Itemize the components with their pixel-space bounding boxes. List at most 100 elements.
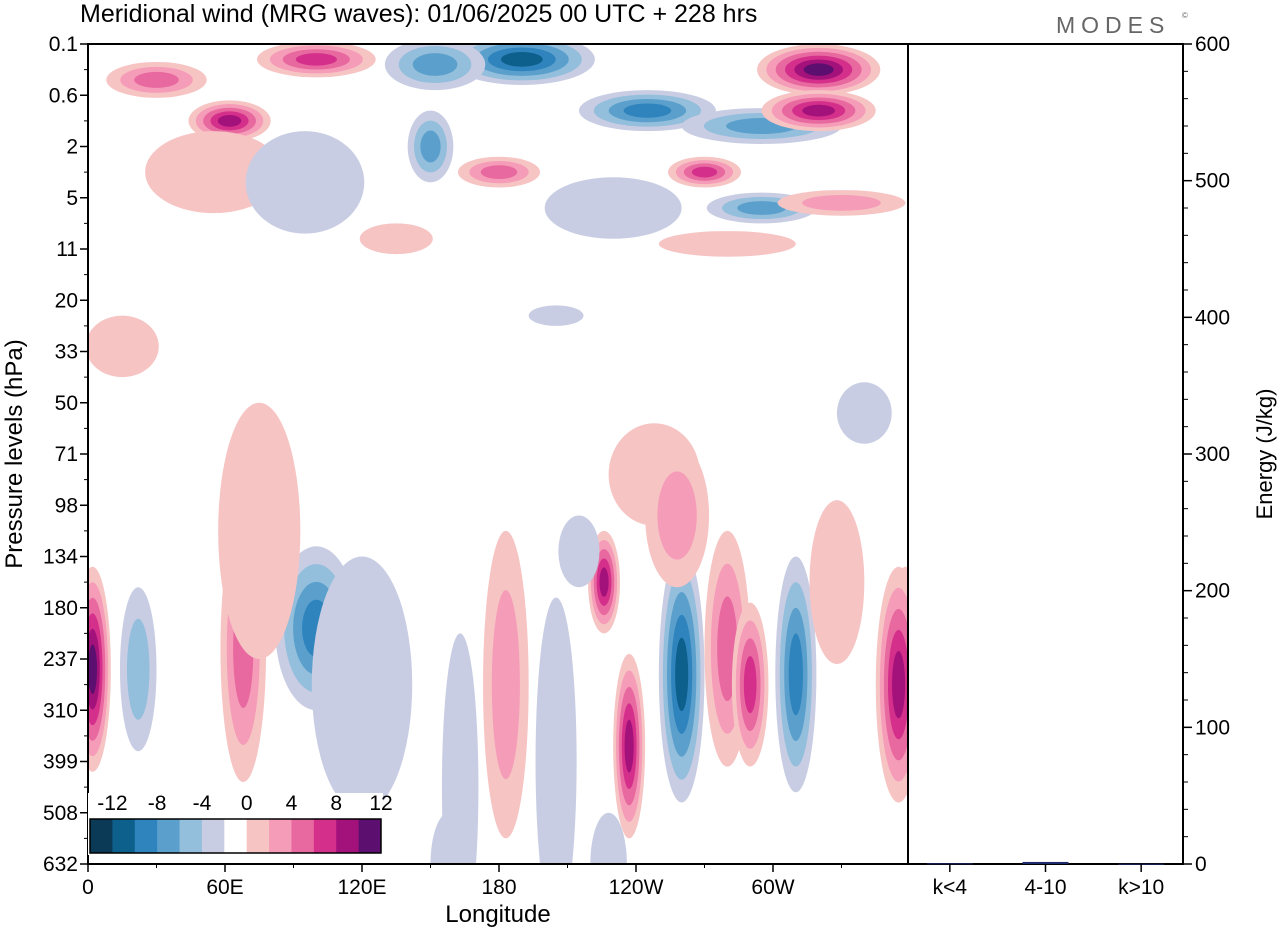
wavenumber-tick-label: 4-10 (1024, 876, 1066, 899)
negative-wind-contour (737, 201, 786, 215)
energy-bar (1022, 861, 1069, 864)
colorbar-label: -4 (193, 792, 212, 815)
colorbar-swatch (269, 819, 292, 853)
colorbar-label: -8 (148, 792, 167, 815)
positive-wind-contour (480, 165, 518, 179)
pressure-tick-label: 180 (43, 597, 78, 620)
positive-wind-contour (624, 719, 634, 773)
pressure-tick-label: 399 (43, 751, 78, 774)
colorbar-swatch (134, 819, 158, 853)
colorbar-swatch (313, 819, 337, 853)
colorbar-frame (89, 818, 382, 854)
colorbar-swatch (157, 819, 181, 853)
positive-wind-contour (892, 650, 906, 719)
positive-wind-contour (802, 194, 881, 211)
colorbar-label: 4 (286, 792, 298, 815)
pressure-tick-label: 310 (43, 699, 78, 722)
positive-wind-contour (599, 567, 609, 597)
negative-wind-contour (245, 131, 365, 234)
pressure-axis: 0.1 0.6 2 5 11 20 33 50 71 98 134 180 237 310 399 508 63… (43, 33, 88, 876)
positive-wind-contour (218, 402, 301, 659)
energy-tick-label: 500 (1195, 170, 1230, 193)
wavenumber-axis: k<4 4-10 k>10 (933, 864, 1164, 899)
positive-wind-contour (743, 656, 757, 714)
colorbar-label: -12 (97, 792, 127, 815)
wavenumber-tick-label: k<4 (933, 876, 968, 899)
energy-tick-label: 100 (1195, 716, 1230, 739)
pressure-tick-label: 71 (55, 443, 78, 466)
negative-wind-contour (528, 305, 584, 326)
chart-title: Meridional wind (MRG waves): 01/06/2025 … (80, 0, 757, 28)
energy-tick-label: 0 (1195, 853, 1207, 876)
longitude-tick-label: 180 (481, 876, 516, 899)
pressure-tick-label: 134 (43, 546, 78, 569)
colorbar-label: 8 (330, 792, 342, 815)
pressure-tick-label: 632 (43, 853, 78, 876)
pressure-tick-label: 2 (66, 136, 78, 159)
positive-wind-contour (491, 590, 520, 780)
positive-wind-contour (134, 71, 179, 88)
positive-wind-contour (295, 53, 337, 66)
energy-bar (926, 863, 973, 865)
longitude-tick-label: 120W (609, 876, 664, 899)
positive-wind-contour (217, 115, 242, 127)
negative-wind-contour (558, 515, 600, 588)
contour-plot (87, 43, 909, 865)
negative-wind-contour (535, 597, 577, 864)
pressure-tick-label: 98 (55, 494, 78, 517)
positive-wind-contour (809, 500, 865, 665)
negative-wind-contour (788, 633, 803, 716)
energy-bar-chart: 0 100 200 300 400 500 600 k<4 4-10 k>10 Energy (… (907, 33, 1277, 899)
colorbar-swatch (336, 819, 360, 853)
pressure-tick-label: 11 (56, 238, 78, 261)
positive-wind-contour (802, 104, 835, 117)
contour-fields (88, 44, 908, 864)
pressure-tick-label: 0.6 (49, 84, 78, 107)
energy-tick-label: 400 (1195, 306, 1230, 329)
negative-wind-contour (836, 382, 892, 444)
pressure-tick-label: 33 (55, 341, 78, 364)
positive-wind-contour (691, 166, 718, 178)
energy-plot-frame (907, 43, 1184, 865)
modes-logo: MODES © (1056, 11, 1188, 38)
colorbar-swatch (246, 819, 270, 853)
colorbar-label: 12 (369, 792, 392, 815)
pressure-tick-label: 50 (55, 392, 78, 415)
colorbar-swatch (90, 819, 113, 853)
wavenumber-tick-label: k>10 (1118, 876, 1164, 899)
negative-wind-contour (500, 52, 543, 67)
positive-wind-contour (803, 63, 834, 76)
colorbar-label: 0 (241, 792, 253, 815)
longitude-tick-label: 60E (206, 876, 243, 899)
logo-mark: © (1182, 11, 1188, 20)
longitude-tick-label: 0 (82, 876, 94, 899)
negative-wind-contour (590, 812, 627, 864)
negative-wind-contour (544, 177, 682, 239)
pressure-tick-label: 237 (43, 648, 78, 671)
colorbar-swatch (291, 819, 315, 853)
energy-axis: 0 100 200 300 400 500 600 (1183, 33, 1230, 876)
negative-wind-contour (412, 53, 458, 76)
pressure-tick-label: 5 (66, 187, 78, 210)
colorbar-swatch (201, 819, 225, 853)
pressure-tick-label: 20 (55, 289, 78, 312)
negative-wind-contour (430, 812, 468, 864)
negative-wind-contour (311, 556, 413, 813)
logo-text: MODES (1056, 12, 1170, 38)
energy-axis-label: Energy (J/kg) (1252, 389, 1277, 520)
energy-tick-label: 300 (1195, 443, 1230, 466)
longitude-axis: 0 60E 120E 180 120W 60W (82, 864, 842, 899)
negative-wind-contour (126, 618, 150, 720)
energy-tick-label: 600 (1195, 33, 1230, 56)
colorbar-swatch (358, 819, 382, 853)
longitude-tick-label: 120E (337, 876, 386, 899)
positive-wind-contour (88, 315, 159, 378)
positive-wind-contour (359, 223, 433, 255)
colorbar-swatch (179, 819, 203, 853)
negative-wind-contour (441, 633, 479, 864)
longitude-tick-label: 60W (751, 876, 794, 899)
negative-wind-contour (623, 103, 672, 118)
negative-wind-contour (420, 130, 441, 163)
colorbar: -12 -8 -4 0 4 8 12 (88, 792, 393, 855)
